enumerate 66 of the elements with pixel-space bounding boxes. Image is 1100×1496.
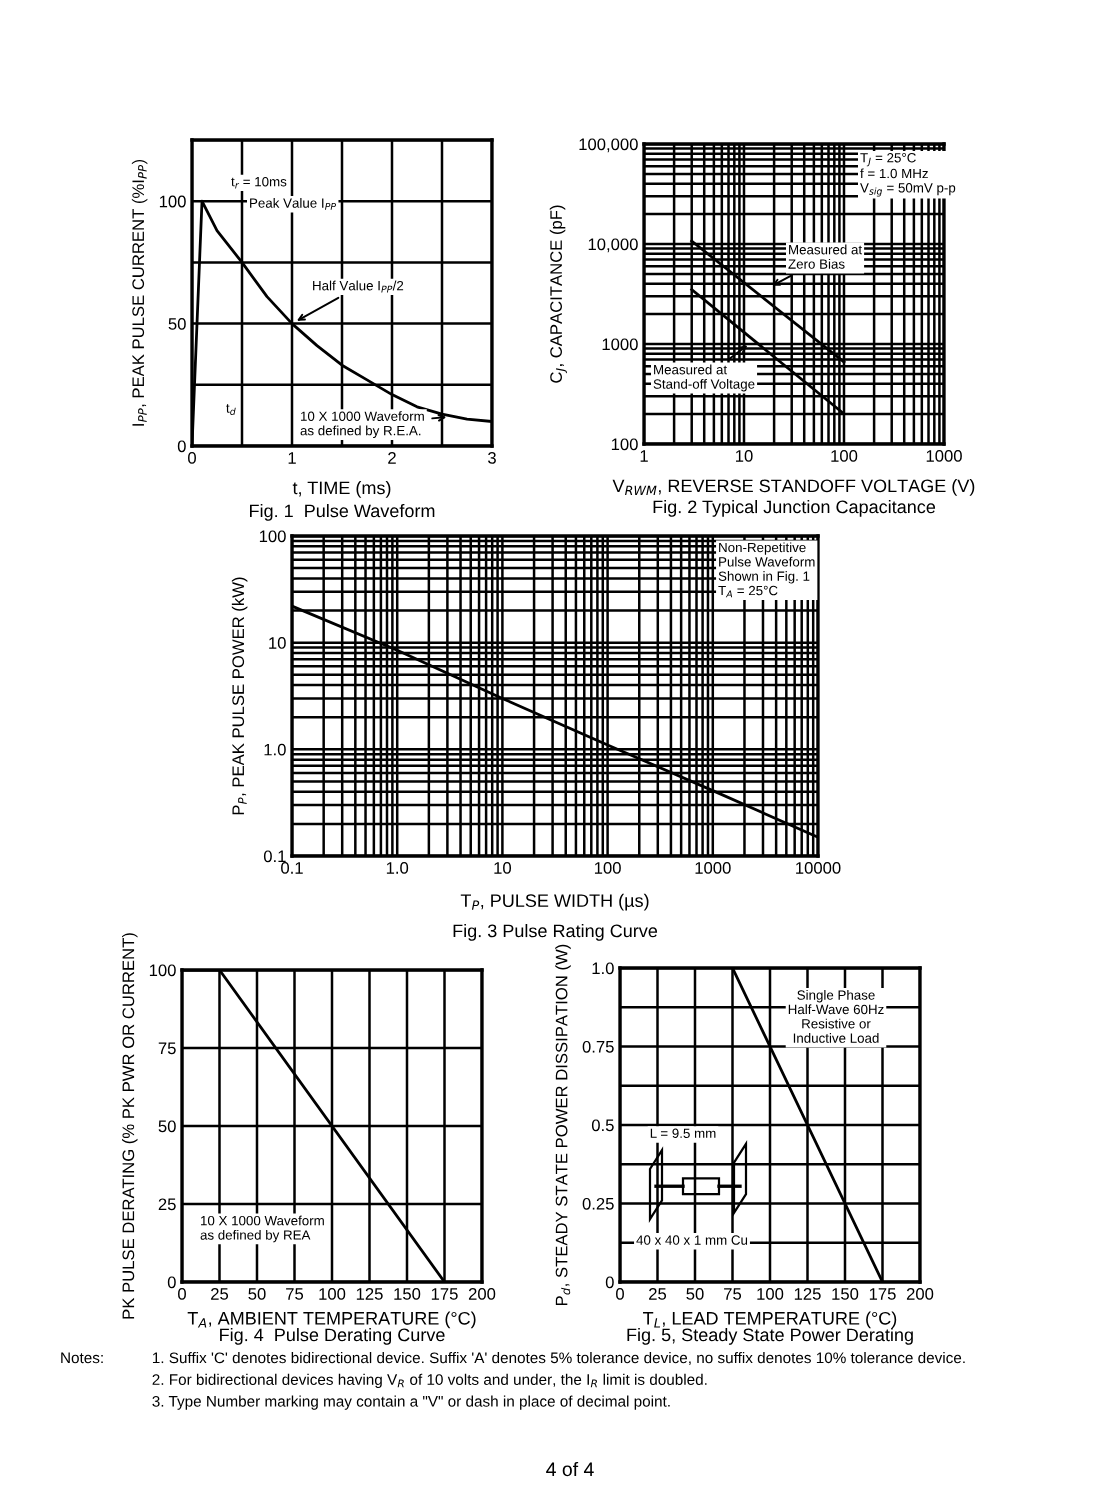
x-tick-label: 50	[686, 1288, 704, 1300]
x-tick-label: 150	[832, 1288, 859, 1300]
y-tick-label: 25	[158, 1198, 176, 1211]
x-tick-label: 2	[388, 452, 396, 464]
x-tick-label: 10	[736, 450, 753, 462]
y-tick-label: 0	[605, 1276, 614, 1289]
y-tick-label: 100	[611, 438, 638, 451]
y-tick-label: 10,000	[588, 238, 638, 253]
text: 4 of 4	[546, 1461, 594, 1477]
y-tick-label: 1.0	[264, 743, 286, 756]
y-axis-title: P$_{P}$, PEAK PULSE POWER (kW)	[231, 577, 248, 815]
x-axis-title: t, TIME (ms)	[292, 480, 391, 498]
x-tick-label: 75	[286, 1288, 304, 1300]
y-tick-label: 0.25	[582, 1197, 614, 1210]
y-tick-label: 0	[167, 1276, 176, 1289]
x-tick-label: 25	[649, 1288, 667, 1300]
y-tick-label: 10	[269, 637, 286, 649]
y-tick-label: 100	[259, 530, 286, 543]
y-tick-label: 100	[159, 195, 186, 208]
text: Fig. 4 Pulse Derating Curve	[220, 1328, 445, 1345]
x-tick-label: 50	[248, 1288, 266, 1300]
text: Fig. 5, Steady State Power Derating	[627, 1328, 913, 1345]
y-axis-title: P$_{d}$, STEADY STATE POWER DISSIPATION (W)	[555, 944, 571, 1306]
y-tick-label: 100,000	[579, 138, 638, 153]
y-tick-label: 1000	[602, 338, 638, 351]
x-tick-label: 1	[640, 450, 648, 462]
x-tick-label: 100	[831, 450, 858, 462]
x-tick-label: 0.1	[281, 862, 303, 874]
x-tick-label: 125	[794, 1288, 821, 1300]
x-tick-label: 25	[211, 1288, 229, 1300]
x-tick-label: 3	[488, 452, 496, 464]
x-tick-label: 1000	[695, 862, 731, 874]
x-tick-label: 1.0	[386, 862, 409, 874]
y-tick-label: 0	[177, 440, 186, 453]
text: Fig. 3 Pulse Rating Curve	[453, 924, 658, 941]
x-axis-title: V$_{RWM}$, REVERSE STANDOFF VOLTAGE (V)	[612, 478, 975, 496]
y-tick-label: 50	[168, 318, 186, 330]
y-tick-label: 0.1	[263, 850, 286, 863]
y-tick-label: 50	[158, 1120, 176, 1133]
y-axis-title: PK PULSE DERATING (% PK PWR OR CURRENT)	[121, 933, 138, 1319]
x-axis-title: T$_{A}$, AMBIENT TEMPERATURE (°C)	[187, 1311, 476, 1329]
text: Fig. 1 Pulse Waveform	[250, 504, 435, 521]
x-tick-label: 1	[288, 452, 296, 464]
x-tick-label: 100	[757, 1288, 784, 1300]
y-tick-label: 75	[158, 1042, 176, 1055]
y-tick-label: 0.75	[582, 1040, 614, 1053]
x-axis-title: T$_{L}$, LEAD TEMPERATURE (°C)	[643, 1311, 897, 1329]
x-tick-label: 200	[468, 1288, 496, 1300]
x-tick-label: 175	[431, 1288, 458, 1300]
x-tick-label: 1000	[926, 450, 962, 462]
x-tick-label: 200	[906, 1288, 934, 1300]
y-tick-label: 100	[149, 964, 176, 977]
x-tick-label: 75	[724, 1288, 742, 1300]
y-tick-label: 1.0	[592, 962, 614, 975]
x-tick-label: 10	[494, 862, 512, 874]
text: Fig. 2 Typical Junction Capacitance	[653, 500, 936, 517]
x-tick-label: 150	[394, 1288, 421, 1300]
x-tick-label: 100	[319, 1288, 346, 1300]
x-axis-title: T$_{P}$, PULSE WIDTH (µs)	[460, 893, 649, 911]
y-tick-label: 0.5	[591, 1119, 614, 1132]
x-tick-label: 125	[356, 1288, 383, 1300]
x-tick-label: 175	[869, 1288, 896, 1300]
x-tick-label: 0	[188, 452, 196, 464]
y-axis-title: I$_{PP}$, PEAK PULSE CURRENT (%I$_{PP}$)	[131, 159, 148, 426]
y-axis-title: C$_{J}$, CAPACITANCE (pF)	[549, 205, 567, 383]
x-tick-label: 10000	[796, 862, 841, 874]
